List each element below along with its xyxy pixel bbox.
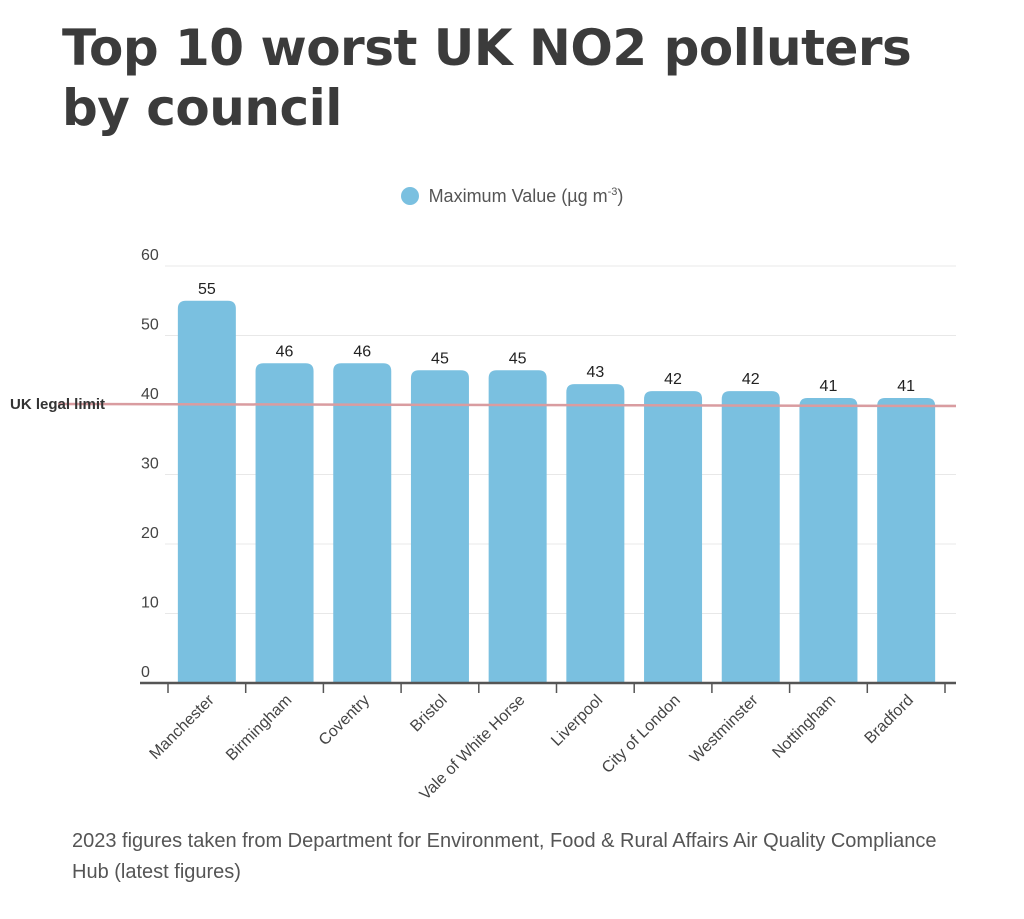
y-tick-label: 20 <box>141 525 159 542</box>
x-tick-label: Westminster <box>687 691 762 766</box>
y-tick-label: 60 <box>141 247 159 264</box>
bar <box>721 391 780 683</box>
x-tick-label: Bradford <box>862 692 917 747</box>
x-tick-label: City of London <box>599 692 684 777</box>
data-label: 41 <box>820 378 838 395</box>
bar <box>410 370 469 683</box>
bar <box>566 384 625 683</box>
legend-label: Maximum Value (µg m-3) <box>428 186 624 206</box>
x-tick-label: Manchester <box>147 691 219 763</box>
bar <box>877 398 936 683</box>
bar <box>488 370 547 683</box>
y-tick-label: 0 <box>141 664 150 681</box>
y-tick-label: 30 <box>141 456 159 473</box>
data-label: 46 <box>276 343 294 360</box>
bar <box>333 363 392 683</box>
bar <box>255 363 314 683</box>
legend-swatch <box>400 187 419 205</box>
data-label: 41 <box>897 378 915 395</box>
y-tick-label: 40 <box>141 386 159 403</box>
x-tick-label: Liverpool <box>548 692 606 750</box>
bar-chart: 0 10 20 30 40 50 60 55 46 46 45 45 43 42 42 41 41 UK lega… <box>10 247 957 804</box>
x-tick-label: Nottingham <box>769 692 839 762</box>
bar <box>177 300 236 683</box>
data-label: 43 <box>586 364 604 381</box>
chart-title-line-2: by council <box>62 79 342 137</box>
data-label: 55 <box>198 281 216 298</box>
data-label: 46 <box>353 343 371 360</box>
legal-limit-line <box>57 402 957 408</box>
data-label: 42 <box>742 371 760 388</box>
y-tick-label: 10 <box>141 595 159 612</box>
x-tick-label: Birmingham <box>223 692 295 764</box>
y-tick-label: 50 <box>141 317 159 334</box>
bar <box>644 391 703 683</box>
legal-limit-label: UK legal limit <box>10 396 105 413</box>
data-label: 45 <box>509 350 527 367</box>
bar <box>799 398 858 683</box>
data-label: 42 <box>664 371 682 388</box>
data-label: 45 <box>431 350 449 367</box>
chart-title: Top 10 worst UK NO2 polluters by council <box>62 18 982 138</box>
source-footnote: 2023 figures taken from Department for E… <box>72 830 937 883</box>
chart-title-line-1: Top 10 worst UK NO2 polluters <box>62 19 912 77</box>
x-tick-label: Bristol <box>407 692 450 735</box>
chart-legend: Maximum Value (µg m-3) <box>0 186 1024 207</box>
x-tick-label: Coventry <box>316 692 373 749</box>
